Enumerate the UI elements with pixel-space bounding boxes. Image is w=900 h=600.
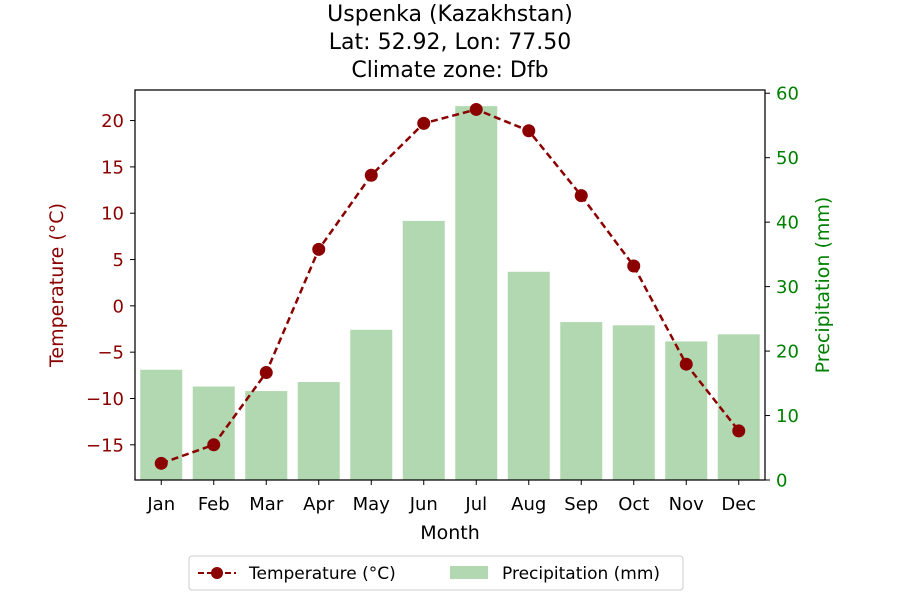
legend-precipitation-label: Precipitation (mm) bbox=[502, 564, 660, 584]
x-tick-label: Jun bbox=[409, 494, 438, 515]
x-tick-label: Dec bbox=[721, 494, 756, 515]
precipitation-bar-oct bbox=[612, 325, 655, 480]
temperature-point-sep bbox=[574, 189, 588, 203]
precipitation-bar-jul bbox=[455, 106, 498, 481]
precipitation-bar-apr bbox=[297, 382, 340, 480]
temperature-point-dec bbox=[732, 424, 746, 438]
precipitation-bar-dec bbox=[717, 334, 760, 480]
temperature-point-jul bbox=[469, 102, 483, 116]
left-tick-label: 10 bbox=[101, 204, 124, 225]
precipitation-bar-aug bbox=[507, 271, 550, 480]
right-tick-label: 0 bbox=[776, 471, 787, 492]
temperature-point-feb bbox=[207, 438, 221, 452]
right-tick-label: 50 bbox=[776, 148, 799, 169]
temperature-point-mar bbox=[259, 366, 273, 380]
legend-frame bbox=[188, 555, 684, 591]
x-tick-label: Aug bbox=[511, 494, 546, 515]
temperature-point-jun bbox=[417, 116, 431, 130]
plot-frame bbox=[134, 89, 766, 481]
x-tick-label: Feb bbox=[198, 494, 230, 515]
x-tick-label: Mar bbox=[249, 494, 284, 515]
left-axis-label: Temperature (°C) bbox=[46, 203, 68, 368]
x-tick-label: Nov bbox=[669, 494, 704, 515]
legend-temperature-marker bbox=[211, 567, 223, 579]
left-tick-label: 20 bbox=[101, 111, 124, 132]
x-tick-label: Jul bbox=[464, 494, 487, 515]
left-tick-label: −10 bbox=[86, 389, 124, 410]
left-tick-label: −15 bbox=[86, 435, 124, 456]
right-tick-label: 60 bbox=[776, 84, 799, 105]
precipitation-bar-jun bbox=[402, 220, 445, 480]
x-axis-label: Month bbox=[420, 522, 480, 544]
x-tick-label: Jan bbox=[146, 494, 175, 515]
x-tick-label: May bbox=[353, 494, 391, 515]
left-tick-label: 0 bbox=[113, 296, 124, 317]
legend: Temperature (°C) Precipitation (mm) bbox=[188, 555, 684, 591]
temperature-series bbox=[154, 102, 746, 470]
right-tick-label: 20 bbox=[776, 342, 799, 363]
title-line-1: Uspenka (Kazakhstan) bbox=[327, 2, 573, 27]
legend-precipitation-swatch bbox=[450, 566, 488, 579]
temperature-point-nov bbox=[679, 357, 693, 371]
left-axis: 20 15 10 5 0 −5 −10 −15 bbox=[86, 111, 135, 456]
precipitation-bar-mar bbox=[245, 391, 288, 480]
legend-temperature-label: Temperature (°C) bbox=[248, 564, 396, 584]
temperature-point-may bbox=[364, 168, 378, 182]
temperature-point-apr bbox=[312, 242, 326, 256]
right-tick-label: 10 bbox=[776, 406, 799, 427]
title-line-2: Lat: 52.92, Lon: 77.50 bbox=[329, 30, 571, 55]
left-tick-label: −5 bbox=[97, 343, 124, 364]
right-axis: 60 50 40 30 20 10 0 bbox=[765, 84, 799, 492]
precipitation-bar-sep bbox=[560, 322, 603, 480]
right-axis-label: Precipitation (mm) bbox=[812, 197, 834, 374]
precipitation-bar-may bbox=[350, 329, 393, 480]
temperature-point-aug bbox=[522, 124, 536, 138]
title-line-3: Climate zone: Dfb bbox=[351, 58, 548, 83]
right-tick-label: 30 bbox=[776, 277, 799, 298]
left-tick-label: 5 bbox=[113, 250, 124, 271]
right-tick-label: 40 bbox=[776, 213, 799, 234]
precipitation-bar-feb bbox=[192, 386, 235, 480]
x-tick-label: Sep bbox=[564, 494, 598, 515]
x-tick-label: Oct bbox=[618, 494, 649, 515]
precipitation-bars bbox=[140, 106, 760, 481]
temperature-point-oct bbox=[627, 259, 641, 273]
x-tick-label: Apr bbox=[303, 494, 335, 515]
x-axis: Jan Feb Mar Apr May Jun Jul Aug Sep Oct Nov Dec bbox=[146, 480, 756, 515]
chart-title: Uspenka (Kazakhstan) Lat: 52.92, Lon: 77… bbox=[327, 2, 573, 83]
left-tick-label: 15 bbox=[101, 157, 124, 178]
temperature-point-jan bbox=[154, 456, 168, 470]
